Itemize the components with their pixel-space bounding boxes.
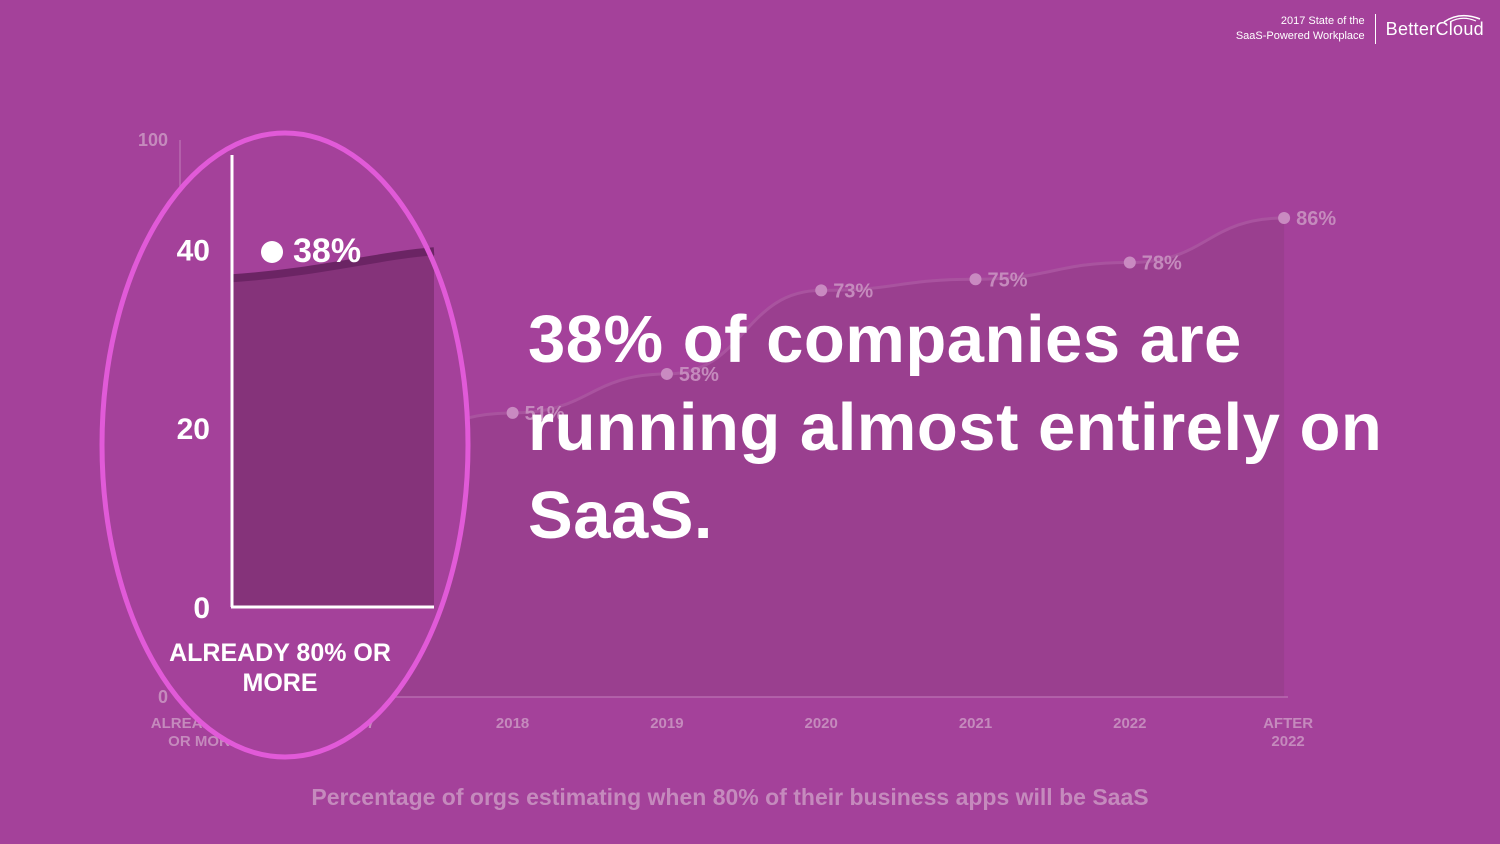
x-tick-label: 2022 — [1113, 715, 1146, 732]
zoom-y-tick-label: 0 — [193, 592, 210, 625]
headline: 38% of companies are running almost enti… — [528, 302, 1383, 553]
area-fill — [204, 217, 1285, 698]
logo-text: BetterCloud — [1385, 18, 1484, 39]
data-point — [1123, 256, 1136, 269]
x-tick-label: 2020 — [805, 715, 838, 732]
data-point — [969, 273, 982, 286]
cloud-arc-icon — [1443, 14, 1480, 23]
data-point — [660, 367, 673, 380]
bettercloud-logo: BetterCloud — [1385, 14, 1484, 40]
y-tick-label: 0 — [158, 687, 168, 707]
data-label: 51% — [525, 403, 565, 425]
zoom-area-fill — [232, 251, 434, 607]
data-label: 78% — [1142, 253, 1182, 275]
data-label: 58% — [679, 364, 719, 386]
chart-title: Percentage of orgs estimating when 80% o… — [311, 784, 1148, 810]
x-tick-label: AFTER 2022 — [1263, 715, 1313, 750]
zoom-data-point — [261, 241, 283, 263]
x-tick-label: 2019 — [650, 715, 683, 732]
report-title: 2017 State of the SaaS-Powered Workplace — [1236, 14, 1376, 44]
zoom-category-label: ALREADY 80% OR MORE — [169, 639, 391, 697]
report-title-line1: 2017 State of the — [1280, 15, 1365, 27]
brand-header: 2017 State of the SaaS-Powered Workplace… — [1236, 14, 1484, 44]
x-tick-label: 2018 — [496, 715, 529, 732]
data-label: 75% — [988, 269, 1028, 291]
zoom-y-tick-label: 20 — [177, 413, 210, 446]
zoom-series-line — [231, 247, 435, 283]
report-title-line2: SaaS-Powered Workplace — [1235, 30, 1365, 42]
x-tick-label: 2021 — [959, 715, 992, 732]
highlight-ellipse — [99, 130, 471, 760]
zoom-y-tick-label: 40 — [177, 234, 210, 267]
data-point — [815, 284, 828, 297]
data-point — [506, 406, 519, 419]
zoom-data-label: 38% — [293, 232, 361, 270]
data-label: 73% — [833, 280, 873, 302]
y-tick-label: 100 — [138, 130, 168, 150]
data-point — [1278, 211, 1291, 224]
data-label: 86% — [1296, 208, 1336, 230]
